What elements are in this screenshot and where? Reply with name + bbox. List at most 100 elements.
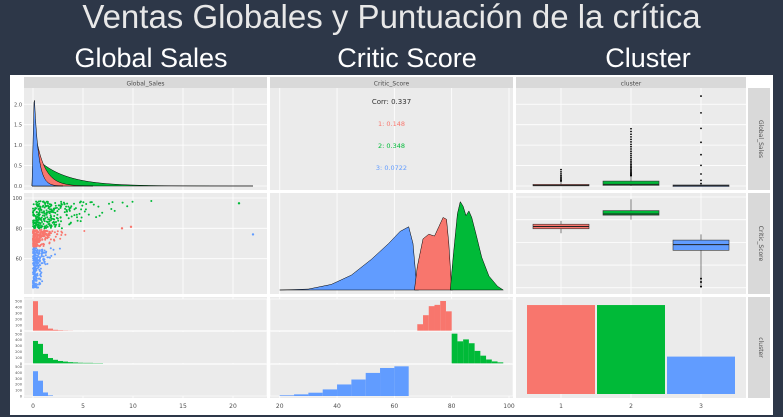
- facet-background: [23, 298, 268, 331]
- scatter-point: [38, 233, 41, 236]
- scatter-point: [48, 212, 51, 215]
- scatter-point: [237, 202, 241, 205]
- scatter-point: [40, 262, 43, 265]
- histogram-bar: [394, 366, 409, 396]
- scatter-point: [35, 247, 38, 250]
- scatter-point: [60, 202, 63, 205]
- scatter-point: [66, 210, 68, 213]
- strip-top-background: [516, 77, 746, 88]
- scatter-point: [49, 247, 52, 250]
- boxplot-outlier: [630, 130, 632, 133]
- scatter-point: [64, 207, 67, 210]
- scatter-point: [46, 256, 49, 259]
- scatter-point: [32, 248, 35, 251]
- boxplot-outlier: [630, 154, 632, 157]
- scatter-point: [32, 275, 35, 278]
- x-tick-label: 20: [229, 403, 237, 410]
- boxplot-outlier: [630, 166, 632, 169]
- scatter-point: [101, 211, 104, 214]
- y-tick-label: 0: [20, 395, 23, 399]
- scatter-point: [60, 220, 62, 223]
- boxplot-box: [602, 210, 660, 216]
- scatter-point: [60, 234, 63, 236]
- boxplot-outlier: [630, 156, 632, 159]
- scatter-point: [51, 221, 54, 224]
- scatter-point: [48, 203, 51, 206]
- scatter-point: [33, 213, 35, 216]
- scatter-point: [39, 259, 41, 262]
- scatter-point: [41, 252, 44, 255]
- scatter-point: [46, 204, 49, 207]
- scatter-point: [97, 205, 100, 208]
- strip-top-background: [24, 77, 267, 88]
- scatter-point: [87, 213, 90, 216]
- y-tick-label: 0.0: [14, 184, 22, 190]
- y-tick-label: 400: [15, 371, 23, 375]
- scatter-point: [33, 268, 36, 271]
- histogram-bar: [63, 361, 68, 364]
- histogram-bar: [48, 395, 53, 396]
- x-tick-label: 40: [333, 403, 341, 410]
- scatter-point: [53, 221, 56, 224]
- scatter-point: [38, 216, 41, 219]
- boxplot-outlier: [560, 170, 562, 173]
- scatter-point: [48, 230, 51, 233]
- histogram-bar: [73, 362, 78, 364]
- cluster-count-bar: [667, 356, 735, 394]
- scatter-point: [60, 200, 63, 203]
- scatter-point: [40, 275, 42, 278]
- corr-cluster-label: 3: 0.0722: [376, 164, 407, 172]
- scatter-point: [38, 224, 40, 227]
- scatter-point: [32, 203, 35, 206]
- histogram-bar: [491, 361, 498, 364]
- strip-right-background: [748, 193, 770, 294]
- scatter-point: [35, 262, 38, 265]
- col-header-critic-score: Critic Score: [337, 43, 477, 73]
- scatter-point: [41, 225, 44, 228]
- scatter-point: [38, 250, 41, 253]
- scatter-point: [35, 221, 38, 224]
- scatter-point: [82, 201, 85, 204]
- scatter-point: [36, 235, 39, 238]
- scatter-point: [38, 238, 40, 241]
- histogram-bar: [440, 301, 446, 331]
- scatter-point: [49, 219, 52, 222]
- facet-background: [23, 331, 268, 364]
- scatter-point: [39, 218, 42, 221]
- scatter-point: [98, 214, 101, 217]
- scatter-point: [54, 211, 57, 214]
- scatter-point: [37, 200, 40, 203]
- scatter-point: [58, 247, 61, 250]
- strip-top-background: [270, 77, 513, 88]
- scatter-point: [38, 268, 41, 271]
- scatter-point: [32, 211, 34, 214]
- scatter-point: [46, 221, 49, 224]
- boxplot-outlier: [700, 112, 702, 114]
- scatter-point: [49, 214, 52, 217]
- scatter-point: [110, 208, 113, 210]
- boxplot-outlier: [560, 172, 562, 175]
- scatter-point: [39, 222, 42, 225]
- histogram-bar: [53, 329, 58, 331]
- y-tick-label: 500: [15, 300, 23, 304]
- scatter-point: [34, 221, 37, 224]
- scatter-point: [120, 227, 124, 230]
- scatter-point: [67, 205, 70, 208]
- scatter-point: [49, 226, 52, 229]
- scatter-point: [39, 257, 41, 260]
- x-tick-label: 2: [629, 403, 633, 410]
- scatter-point: [48, 210, 50, 213]
- strip-right-background: [748, 297, 770, 398]
- boxplot-outlier: [700, 141, 702, 144]
- scatter-point: [32, 279, 35, 282]
- scatter-point: [50, 232, 52, 235]
- histogram-bar: [33, 371, 38, 396]
- histogram-bar: [337, 384, 352, 396]
- scatter-point: [121, 201, 124, 204]
- y-tick-label: 0: [20, 329, 23, 333]
- density-global-sales-cluster-3: [31, 100, 64, 187]
- scatter-point: [66, 202, 69, 205]
- boxplot-outlier: [560, 176, 562, 179]
- y-tick-label: 500: [15, 365, 23, 369]
- histogram-bar: [434, 304, 441, 331]
